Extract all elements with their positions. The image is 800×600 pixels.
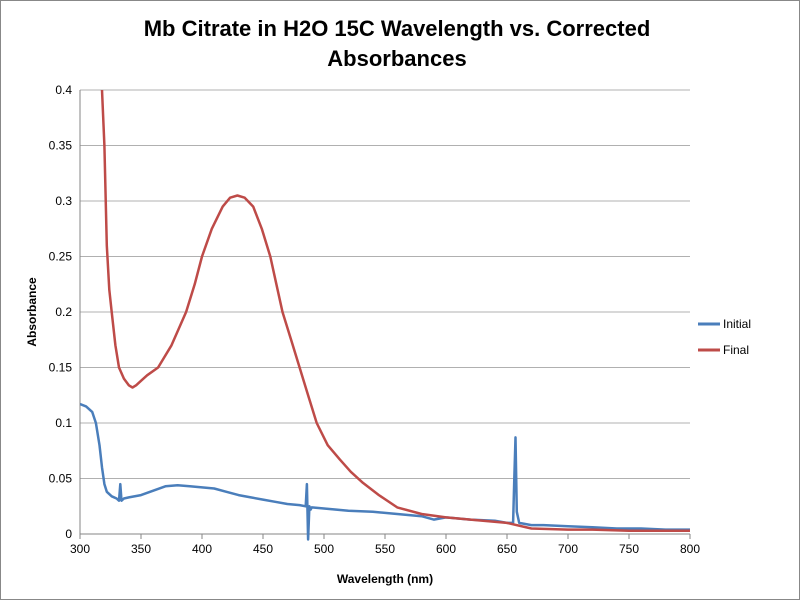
y-tick-label: 0.1: [55, 416, 72, 430]
x-tick-label: 400: [192, 542, 212, 556]
x-axis-label: Wavelength (nm): [337, 572, 433, 586]
x-tick-label: 650: [497, 542, 517, 556]
x-tick-label: 500: [314, 542, 334, 556]
y-tick-label: 0.35: [49, 139, 73, 153]
legend-label-initial: Initial: [723, 317, 751, 331]
y-tick-label: 0.25: [49, 250, 73, 264]
y-tick-label: 0: [65, 527, 72, 541]
legend: Initial Final: [698, 317, 751, 357]
x-tick-label: 700: [558, 542, 578, 556]
x-tick-labels: 300 350 400 450 500 550 600 650 700 750 800: [70, 542, 700, 556]
chart-title-line-1: Mb Citrate in H2O 15C Wavelength vs. Cor…: [144, 16, 651, 41]
chart-title-line-2: Absorbances: [327, 46, 466, 71]
y-tick-label: 0.4: [55, 83, 72, 97]
series-lines: [80, 90, 690, 541]
y-tick-label: 0.2: [55, 305, 72, 319]
y-tick-label: 0.05: [49, 472, 73, 486]
x-tick-label: 800: [680, 542, 700, 556]
y-tick-label: 0.3: [55, 194, 72, 208]
series-line-final: [100, 90, 690, 532]
legend-label-final: Final: [723, 343, 749, 357]
x-tick-label: 300: [70, 542, 90, 556]
x-tick-label: 600: [436, 542, 456, 556]
series-line-initial: [80, 402, 690, 541]
y-axis-label: Absorbance: [25, 277, 39, 347]
y-tick-labels: 0 0.05 0.1 0.15 0.2 0.25 0.3 0.35 0.4: [49, 83, 73, 541]
x-tick-label: 450: [253, 542, 273, 556]
gridlines: [79, 89, 691, 539]
x-tick-label: 550: [375, 542, 395, 556]
y-tick-label: 0.15: [49, 361, 73, 375]
x-tick-label: 350: [131, 542, 151, 556]
x-tick-label: 750: [619, 542, 639, 556]
